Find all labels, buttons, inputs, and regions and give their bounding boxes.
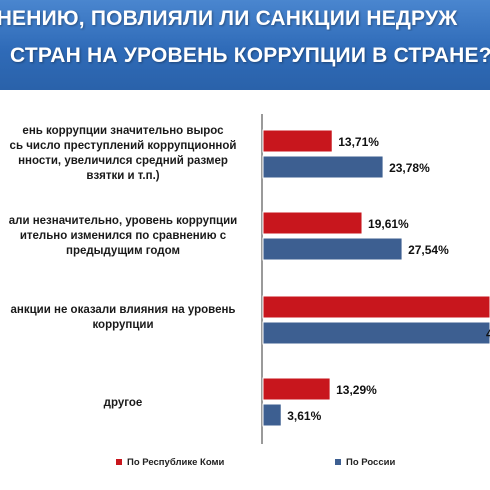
category-label-1-line-2: сь число преступлений коррупционной: [9, 140, 237, 152]
data-label-russia-4: 3,61%: [287, 409, 321, 423]
category-label-4: другое: [0, 396, 246, 411]
bar-russia-4: [262, 403, 282, 427]
chart-title-line-1: МНЕНИЮ, ПОВЛИЯЛИ ЛИ САНКЦИИ НЕДРУЖ: [0, 7, 458, 30]
bar-russia-2: [262, 237, 403, 261]
legend-label-russia: По России: [346, 457, 396, 468]
data-label-russia-2: 27,54%: [408, 243, 449, 257]
bar-russia-1: [262, 155, 384, 179]
category-label-2-line-3: предыдущим годом: [66, 245, 180, 257]
chart-title-line-2: СТРАН НА УРОВЕНЬ КОРРУПЦИИ В СТРАНЕ?: [10, 44, 490, 67]
category-label-1-line-4: взятки и т.п.): [86, 170, 160, 182]
category-label-4-line-1: другое: [103, 397, 143, 409]
data-label-komi-1: 13,71%: [338, 135, 379, 149]
bar-komi-3: [262, 295, 490, 319]
category-label-1: ень коррупции значительно вырос сь число…: [0, 124, 246, 184]
category-label-3: анкции не оказали влияния на уровень кор…: [0, 303, 246, 333]
category-label-1-line-1: ень коррупции значительно вырос: [22, 125, 224, 137]
bar-komi-2: [262, 211, 363, 235]
bar-russia-3: [262, 321, 490, 345]
data-label-komi-2: 19,61%: [368, 217, 409, 231]
legend-swatch-komi: [116, 459, 122, 466]
legend-label-komi: По Республике Коми: [127, 457, 225, 468]
legend-item-komi: По Республике Коми: [116, 457, 224, 468]
data-label-russia-1: 23,78%: [389, 161, 430, 175]
category-label-2-line-2: ительно изменился по сравнению с: [19, 230, 227, 242]
bar-komi-1: [262, 129, 333, 153]
legend-item-russia: По России: [335, 457, 395, 468]
title-banner: МНЕНИЮ, ПОВЛИЯЛИ ЛИ САНКЦИИ НЕДРУЖ СТРАН…: [0, 0, 490, 90]
category-label-3-line-2: коррупции: [92, 319, 154, 331]
legend-swatch-russia: [335, 459, 341, 466]
category-label-1-line-3: нности, увеличился средний размер: [18, 155, 228, 167]
data-label-russia-3: 4: [486, 327, 490, 341]
bar-komi-4: [262, 377, 331, 401]
category-label-3-line-1: анкции не оказали влияния на уровень: [10, 304, 236, 316]
data-label-komi-4: 13,29%: [336, 383, 377, 397]
category-label-2: али незначительно, уровень коррупции ите…: [0, 214, 246, 259]
category-label-2-line-1: али незначительно, уровень коррупции: [8, 215, 238, 227]
